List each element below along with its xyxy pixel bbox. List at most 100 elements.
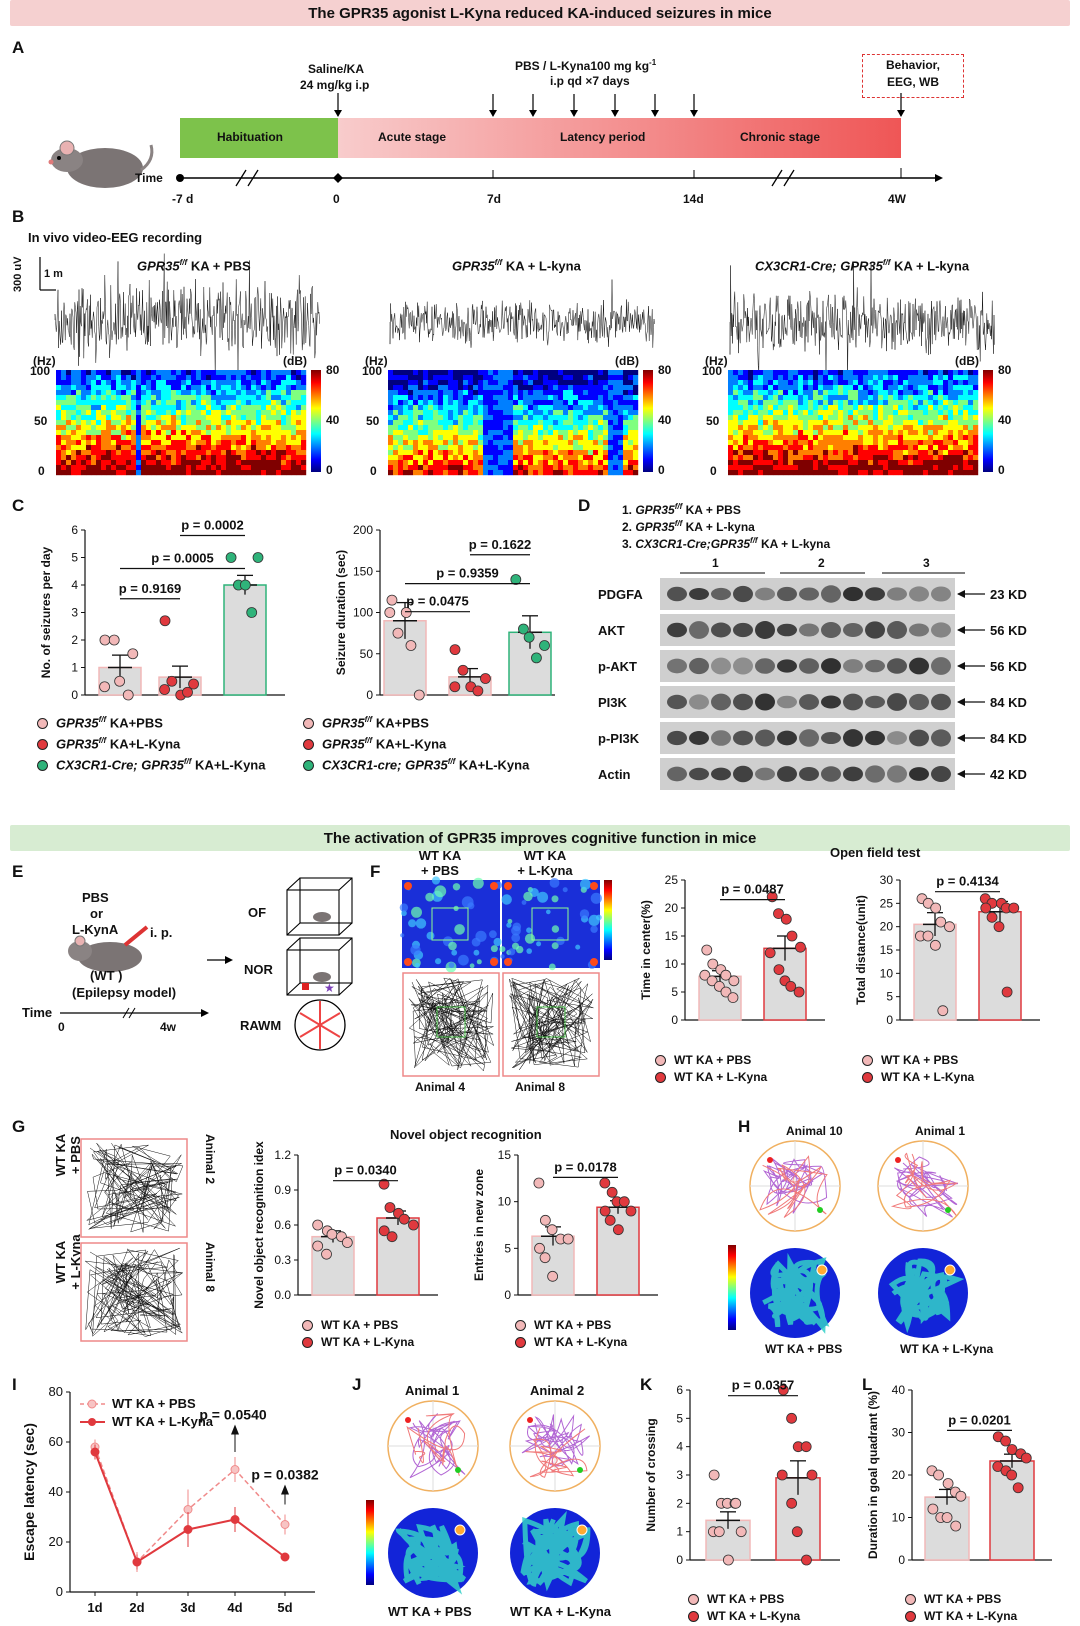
spectrogram-cell xyxy=(863,450,869,456)
spectrogram-cell xyxy=(613,460,619,466)
spectrogram-cell xyxy=(883,380,889,386)
spectrogram-cell xyxy=(61,455,67,461)
spectrogram-cell xyxy=(478,450,484,456)
spectrogram-cell xyxy=(206,385,212,391)
track-path xyxy=(86,1142,184,1233)
spectrogram-cell xyxy=(888,465,894,471)
spectrogram-cell xyxy=(121,370,127,376)
blot-band xyxy=(909,729,929,747)
spectrogram-cell xyxy=(291,440,297,446)
spectrogram-cell xyxy=(883,455,889,461)
spectrogram-cell xyxy=(86,385,92,391)
spectrogram-cell xyxy=(131,440,137,446)
spec-y-tick: 100 xyxy=(30,364,50,378)
spectrogram-cell xyxy=(883,460,889,466)
k-legend-kyna: WT KA + L-Kyna xyxy=(688,1609,800,1623)
spectrogram-cell xyxy=(463,385,469,391)
spectrogram-cell xyxy=(583,450,589,456)
data-point xyxy=(599,1205,611,1217)
spectrogram-cell xyxy=(748,455,754,461)
spectrogram-cell xyxy=(473,445,479,451)
spectrogram-cell xyxy=(458,420,464,426)
spectrogram-cell xyxy=(513,385,519,391)
spectrogram-cell xyxy=(778,425,784,431)
spectrogram-cell xyxy=(843,450,849,456)
spectrogram-cell xyxy=(468,410,474,416)
heat-spot xyxy=(489,930,497,939)
colorbar-rect xyxy=(728,1245,736,1330)
spectrogram-cell xyxy=(593,395,599,401)
spectrogram-cell xyxy=(943,370,949,376)
spectrogram-cell xyxy=(848,370,854,376)
spectrogram-cell xyxy=(131,445,137,451)
spectrogram-cell xyxy=(408,440,414,446)
spectrogram-cell xyxy=(231,405,237,411)
spectrogram-cell xyxy=(408,385,414,391)
spectrogram-cell xyxy=(196,465,202,471)
spectrogram-cell xyxy=(196,395,202,401)
spectrogram-cell xyxy=(578,435,584,441)
spectrogram-cell xyxy=(598,435,604,441)
e-wt: (WT ) xyxy=(90,968,123,983)
spectrogram-cell xyxy=(783,470,789,476)
spectrogram-cell xyxy=(953,420,959,426)
spectrogram-cell xyxy=(271,400,277,406)
spectrogram-cell xyxy=(613,395,619,401)
spectrogram-cell xyxy=(121,395,127,401)
spectrogram-cell xyxy=(848,450,854,456)
spectrogram-cell xyxy=(768,465,774,471)
spectrogram-cell xyxy=(503,460,509,466)
spectrogram-cell xyxy=(868,425,874,431)
spectrogram-cell xyxy=(893,380,899,386)
spectrogram-cell xyxy=(286,435,292,441)
spectrogram-cell xyxy=(833,405,839,411)
spectrogram-cell xyxy=(518,435,524,441)
spectrogram-cell xyxy=(398,450,404,456)
spectrogram-cell xyxy=(106,405,112,411)
spectrogram-cell xyxy=(903,400,909,406)
spectrogram-cell xyxy=(628,470,634,476)
spectrogram-cell xyxy=(738,395,744,401)
bar xyxy=(989,1460,1035,1561)
spectrogram-cell xyxy=(251,435,257,441)
spectrogram-cell xyxy=(71,420,77,426)
spectrogram-cell xyxy=(853,450,859,456)
spectrogram-cell xyxy=(433,445,439,451)
spectrogram-cell xyxy=(828,455,834,461)
open-field-title: Open field test xyxy=(830,845,921,860)
spectrogram-cell xyxy=(843,445,849,451)
spectrogram-cell xyxy=(858,430,864,436)
spectrogram-cell xyxy=(201,390,207,396)
spectrogram-cell xyxy=(131,410,137,416)
x-tick-label: 3d xyxy=(180,1600,195,1615)
spectrogram-cell xyxy=(553,390,559,396)
spectrogram-cell xyxy=(116,385,122,391)
saline-dose: 24 mg/kg i.p xyxy=(300,78,370,92)
spectrogram-cell xyxy=(583,455,589,461)
blot-band xyxy=(909,657,929,675)
spectrogram-cell xyxy=(843,425,849,431)
y-axis-label: Seizure duration (sec) xyxy=(334,550,348,675)
spectrogram-cell xyxy=(146,430,152,436)
spectrogram-cell xyxy=(251,440,257,446)
spectrogram-cell xyxy=(633,470,639,476)
data-point xyxy=(398,1213,410,1225)
spectrogram-cell xyxy=(186,440,192,446)
spectrogram-cell xyxy=(963,385,969,391)
spectrogram-cell xyxy=(503,405,509,411)
spectrogram-cell xyxy=(271,425,277,431)
swim-path xyxy=(890,1152,959,1216)
spectrogram-cell xyxy=(868,440,874,446)
spectrogram-cell xyxy=(488,455,494,461)
spectrogram-cell xyxy=(513,415,519,421)
y-axis-label: Novel object recognition idex xyxy=(252,1141,266,1309)
spectrogram-cell xyxy=(833,445,839,451)
spectrogram-cell xyxy=(603,370,609,376)
spectrogram-cell xyxy=(868,455,874,461)
spectrogram-cell xyxy=(56,410,62,416)
spectrogram-cell xyxy=(241,460,247,466)
spectrogram-cell xyxy=(296,385,302,391)
spectrogram-cell xyxy=(448,455,454,461)
spectrogram-cell xyxy=(236,420,242,426)
spectrogram-cell xyxy=(958,390,964,396)
